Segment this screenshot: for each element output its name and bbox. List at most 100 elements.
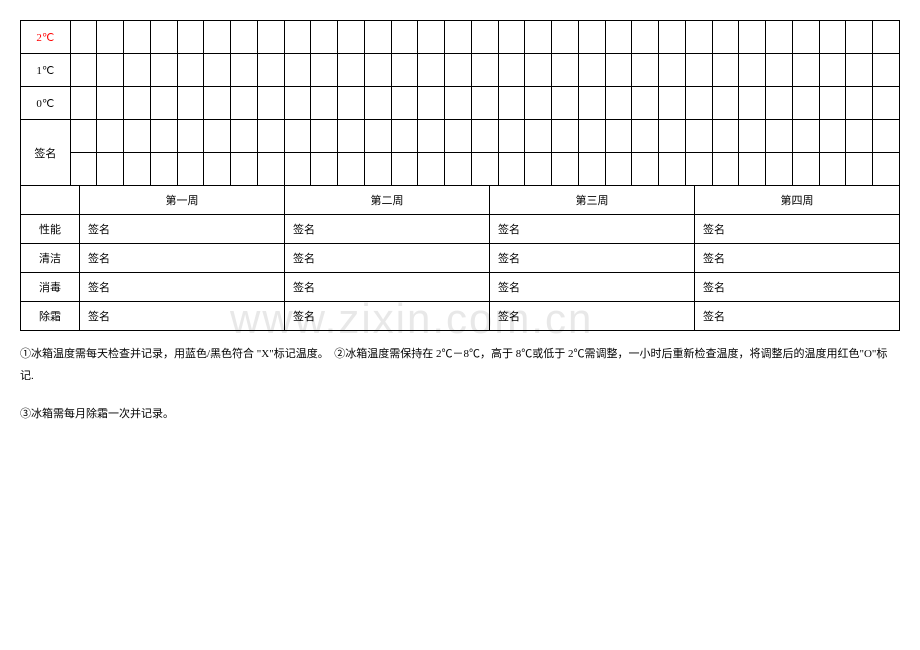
check-row: 除霜签名签名签名签名 <box>21 302 900 331</box>
sign-cell <box>445 153 472 186</box>
day-cell <box>445 87 472 120</box>
week-header: 第二周 <box>285 186 490 215</box>
sign-cell <box>578 153 605 186</box>
day-cell <box>525 21 552 54</box>
check-sign-cell: 签名 <box>695 302 900 331</box>
day-cell <box>418 21 445 54</box>
day-cell <box>632 54 659 87</box>
check-sign-cell: 签名 <box>285 244 490 273</box>
notes-section: ①冰箱温度需每天检查并记录，用蓝色/黑色符合 "X"标记温度。 ②冰箱温度需保持… <box>20 343 900 425</box>
day-cell <box>231 54 258 87</box>
empty-corner <box>21 186 80 215</box>
day-cell <box>231 87 258 120</box>
sign-cell <box>97 120 124 153</box>
day-cell <box>284 87 311 120</box>
sign-cell <box>311 120 338 153</box>
signature-row: 签名 <box>21 120 900 153</box>
day-cell <box>766 87 793 120</box>
day-cell <box>712 21 739 54</box>
day-cell <box>525 87 552 120</box>
sign-cell <box>712 120 739 153</box>
sign-cell <box>659 120 686 153</box>
sign-cell <box>338 120 365 153</box>
sign-cell <box>819 120 846 153</box>
day-cell <box>605 21 632 54</box>
sign-cell <box>204 120 231 153</box>
check-sign-cell: 签名 <box>490 215 695 244</box>
day-cell <box>364 87 391 120</box>
sign-cell <box>391 120 418 153</box>
day-cell <box>846 54 873 87</box>
sign-cell <box>792 120 819 153</box>
sign-cell <box>552 153 579 186</box>
day-cell <box>177 87 204 120</box>
day-cell <box>338 87 365 120</box>
temperature-row: 2℃ <box>21 21 900 54</box>
sign-cell <box>391 153 418 186</box>
sign-cell <box>712 153 739 186</box>
sign-cell <box>124 153 151 186</box>
day-cell <box>552 87 579 120</box>
day-cell <box>311 54 338 87</box>
check-sign-cell: 签名 <box>285 302 490 331</box>
day-cell <box>338 21 365 54</box>
temperature-log-table: 2℃1℃0℃签名 <box>20 20 900 186</box>
check-sign-cell: 签名 <box>80 215 285 244</box>
week-header: 第三周 <box>490 186 695 215</box>
day-cell <box>97 87 124 120</box>
day-cell <box>685 87 712 120</box>
day-cell <box>445 54 472 87</box>
day-cell <box>792 54 819 87</box>
check-sign-cell: 签名 <box>490 244 695 273</box>
day-cell <box>311 21 338 54</box>
week-header-row: 第一周第二周第三周第四周 <box>21 186 900 215</box>
day-cell <box>471 87 498 120</box>
sign-cell <box>685 120 712 153</box>
sign-cell <box>97 153 124 186</box>
sign-cell <box>552 120 579 153</box>
day-cell <box>204 54 231 87</box>
day-cell <box>70 54 97 87</box>
day-cell <box>578 87 605 120</box>
day-cell <box>605 54 632 87</box>
day-cell <box>471 21 498 54</box>
sign-cell <box>578 120 605 153</box>
day-cell <box>873 54 900 87</box>
sign-cell <box>739 120 766 153</box>
weekly-check-table: 第一周第二周第三周第四周性能签名签名签名签名清洁签名签名签名签名消毒签名签名签名… <box>20 185 900 331</box>
sign-cell <box>364 153 391 186</box>
temperature-label: 0℃ <box>21 87 71 120</box>
day-cell <box>578 54 605 87</box>
sign-cell <box>150 153 177 186</box>
day-cell <box>739 54 766 87</box>
day-cell <box>819 54 846 87</box>
day-cell <box>552 54 579 87</box>
sign-cell <box>766 153 793 186</box>
sign-cell <box>605 153 632 186</box>
day-cell <box>712 87 739 120</box>
day-cell <box>873 87 900 120</box>
sign-cell <box>445 120 472 153</box>
sign-cell <box>204 153 231 186</box>
sign-cell <box>605 120 632 153</box>
day-cell <box>284 21 311 54</box>
day-cell <box>498 21 525 54</box>
day-cell <box>311 87 338 120</box>
check-sign-cell: 签名 <box>695 215 900 244</box>
sign-cell <box>846 153 873 186</box>
day-cell <box>498 87 525 120</box>
sign-cell <box>70 120 97 153</box>
day-cell <box>257 54 284 87</box>
check-sign-cell: 签名 <box>490 302 695 331</box>
sign-cell <box>498 120 525 153</box>
sign-cell <box>124 120 151 153</box>
day-cell <box>498 54 525 87</box>
sign-cell <box>739 153 766 186</box>
sign-cell <box>632 120 659 153</box>
day-cell <box>552 21 579 54</box>
day-cell <box>97 21 124 54</box>
sign-cell <box>498 153 525 186</box>
temperature-row: 0℃ <box>21 87 900 120</box>
sign-cell <box>471 153 498 186</box>
sign-cell <box>231 153 258 186</box>
